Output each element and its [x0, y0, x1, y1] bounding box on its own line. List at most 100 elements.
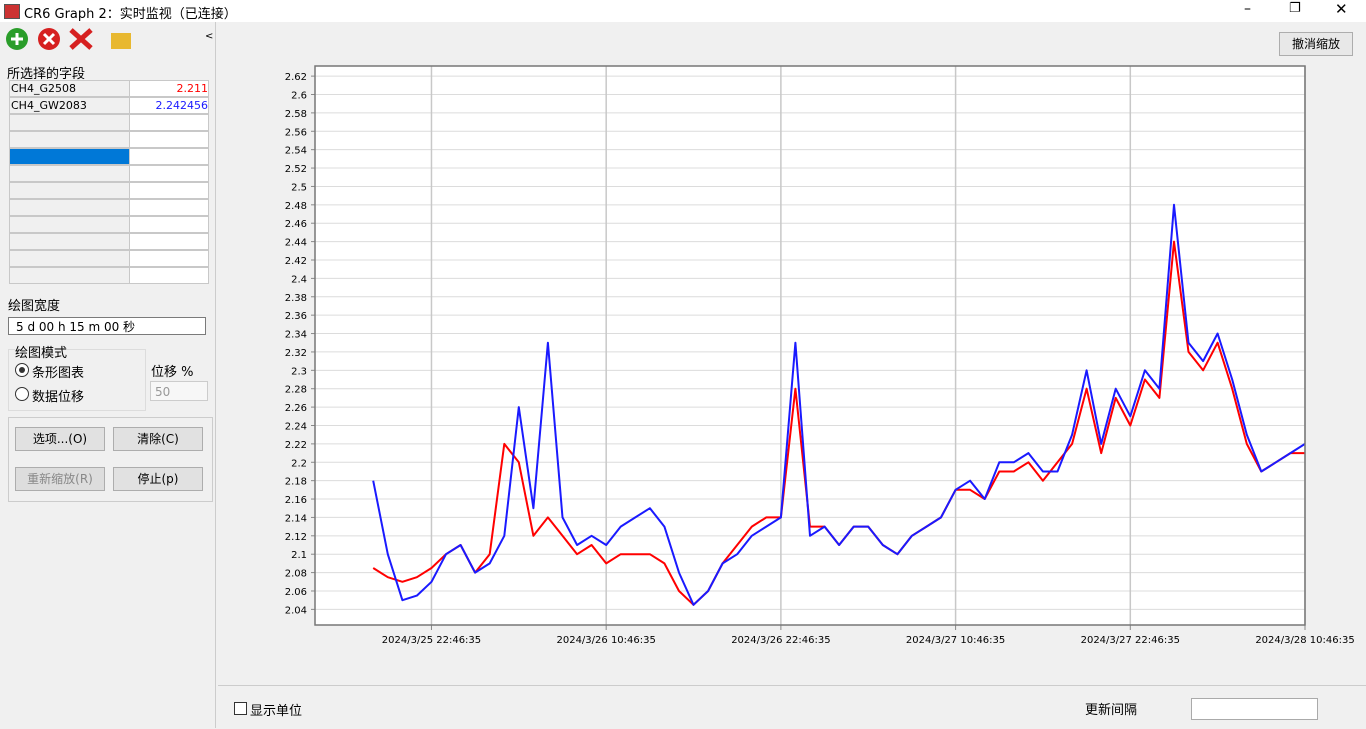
- y-tick-label: 2.38: [285, 293, 307, 304]
- y-tick-label: 2.4: [291, 274, 307, 285]
- field-value: [129, 165, 209, 182]
- y-tick-label: 2.2: [291, 458, 307, 469]
- field-value: [129, 267, 209, 284]
- minimize[interactable]: –: [1244, 1, 1251, 17]
- window-title: CR6 Graph 2：实时监视（已连接）: [24, 7, 237, 22]
- x-tick-label: 2024/3/27 10:46:35: [906, 635, 1005, 646]
- fields-table: CH4_G2508 2.211 CH4_GW2083 2.242456: [0, 80, 215, 290]
- field-value: [129, 199, 209, 216]
- y-tick-label: 2.46: [285, 219, 307, 230]
- field-row[interactable]: [9, 216, 209, 233]
- stop-button[interactable]: 停止(p): [113, 467, 203, 491]
- field-name: [9, 114, 130, 131]
- field-name: [9, 233, 130, 250]
- field-value: [129, 114, 209, 131]
- update-interval-input[interactable]: [1191, 698, 1318, 720]
- field-value: [129, 182, 209, 199]
- field-name: [9, 165, 130, 182]
- collapse[interactable]: <: [205, 31, 213, 42]
- y-tick-label: 2.12: [285, 532, 307, 543]
- update-interval-label: 更新间隔: [1085, 703, 1138, 718]
- y-tick-label: 2.56: [285, 127, 307, 138]
- field-row[interactable]: [9, 250, 209, 267]
- y-tick-label: 2.5: [291, 182, 307, 193]
- radio[interactable]: [15, 363, 29, 377]
- field-row[interactable]: [9, 165, 209, 182]
- y-tick-label: 2.54: [285, 146, 307, 157]
- y-tick-label: 2.28: [285, 385, 307, 396]
- field-value: 2.242456: [129, 97, 209, 114]
- field-row[interactable]: [9, 131, 209, 148]
- field-value: [129, 131, 209, 148]
- title-bar: CR6 Graph 2：实时监视（已连接） – ❐ ✕: [0, 0, 1366, 22]
- close[interactable]: ✕: [1335, 0, 1348, 18]
- x-tick-label: 2024/3/25 22:46:35: [382, 635, 481, 646]
- radio[interactable]: [15, 387, 29, 401]
- y-tick-label: 2.3: [291, 366, 307, 377]
- field-name: [9, 267, 130, 284]
- field-row[interactable]: [9, 233, 209, 250]
- y-tick-label: 2.22: [285, 440, 307, 451]
- shift-input[interactable]: 50: [150, 381, 208, 401]
- y-tick-label: 2.18: [285, 477, 307, 488]
- field-row[interactable]: [9, 267, 209, 284]
- field-name: [9, 182, 130, 199]
- y-tick-label: 2.6: [291, 91, 307, 102]
- y-tick-label: 2.14: [285, 513, 307, 524]
- field-row[interactable]: CH4_G2508 2.211: [9, 80, 209, 97]
- y-tick-label: 2.1: [291, 550, 307, 561]
- chart: 2.04 2.06 2.08 2.1 2.12 2.14 2.16 2.18 2.2 2.22 2.…: [285, 65, 1355, 646]
- field-name: [9, 199, 130, 216]
- rescale-button[interactable]: 重新缩放(R): [15, 467, 105, 491]
- checkbox[interactable]: [234, 702, 247, 715]
- radio-label: 数据位移: [32, 390, 85, 405]
- y-tick-label: 2.44: [285, 238, 307, 249]
- x-tick-label: 2024/3/27 22:46:35: [1081, 635, 1180, 646]
- y-tick-label: 2.52: [285, 164, 307, 175]
- field-value: [129, 250, 209, 267]
- field-value: [129, 216, 209, 233]
- field-name: CH4_GW2083: [9, 97, 130, 114]
- x-tick-label: 2024/3/26 10:46:35: [556, 635, 655, 646]
- toolbar: <: [6, 28, 213, 50]
- clear-button[interactable]: 清除(C): [113, 427, 203, 451]
- footer: 显示单位 更新间隔: [218, 685, 1366, 729]
- y-tick-label: 2.48: [285, 201, 307, 212]
- plot-width-input[interactable]: 5 d 00 h 15 m 00 秒: [8, 317, 206, 335]
- x-tick-label: 2024/3/28 10:46:35: [1255, 635, 1354, 646]
- field-name: [9, 216, 130, 233]
- delete-icon[interactable]: [69, 28, 93, 50]
- y-tick-label: 2.06: [285, 587, 307, 598]
- field-name: [9, 148, 130, 165]
- mode-label: 绘图模式: [15, 342, 68, 361]
- field-row[interactable]: CH4_GW2083 2.242456: [9, 97, 209, 114]
- field-value: [129, 148, 209, 165]
- undo-zoom-button[interactable]: 撤消缩放: [1279, 32, 1353, 56]
- field-row[interactable]: [9, 114, 209, 131]
- y-tick-label: 2.36: [285, 311, 307, 322]
- x-tick-label: 2024/3/26 22:46:35: [731, 635, 830, 646]
- maximize[interactable]: ❐: [1289, 1, 1301, 16]
- y-tick-label: 2.24: [285, 421, 307, 432]
- options-button[interactable]: 选项...(O): [15, 427, 105, 451]
- y-tick-label: 2.34: [285, 330, 307, 341]
- field-row[interactable]: [9, 182, 209, 199]
- app-icon: [4, 4, 20, 19]
- y-tick-label: 2.16: [285, 495, 307, 506]
- y-tick-label: 2.32: [285, 348, 307, 359]
- y-tick-label: 2.04: [285, 605, 307, 616]
- field-name: [9, 250, 130, 267]
- shift-label: 位移 %: [151, 365, 194, 380]
- y-tick-label: 2.42: [285, 256, 307, 267]
- left-panel: < 所选择的字段 CH4_G2508 2.211 CH4_GW2083 2.24245…: [0, 22, 216, 728]
- radio-label: 条形图表: [32, 366, 85, 381]
- field-value: 2.211: [129, 80, 209, 97]
- y-tick-label: 2.62: [285, 72, 307, 83]
- field-value: [129, 233, 209, 250]
- y-tick-label: 2.58: [285, 109, 307, 120]
- field-row[interactable]: [9, 199, 209, 216]
- y-tick-label: 2.26: [285, 403, 307, 414]
- field-row[interactable]: [9, 148, 209, 165]
- settings-icon[interactable]: [111, 33, 131, 49]
- plot-frame: [314, 65, 1306, 626]
